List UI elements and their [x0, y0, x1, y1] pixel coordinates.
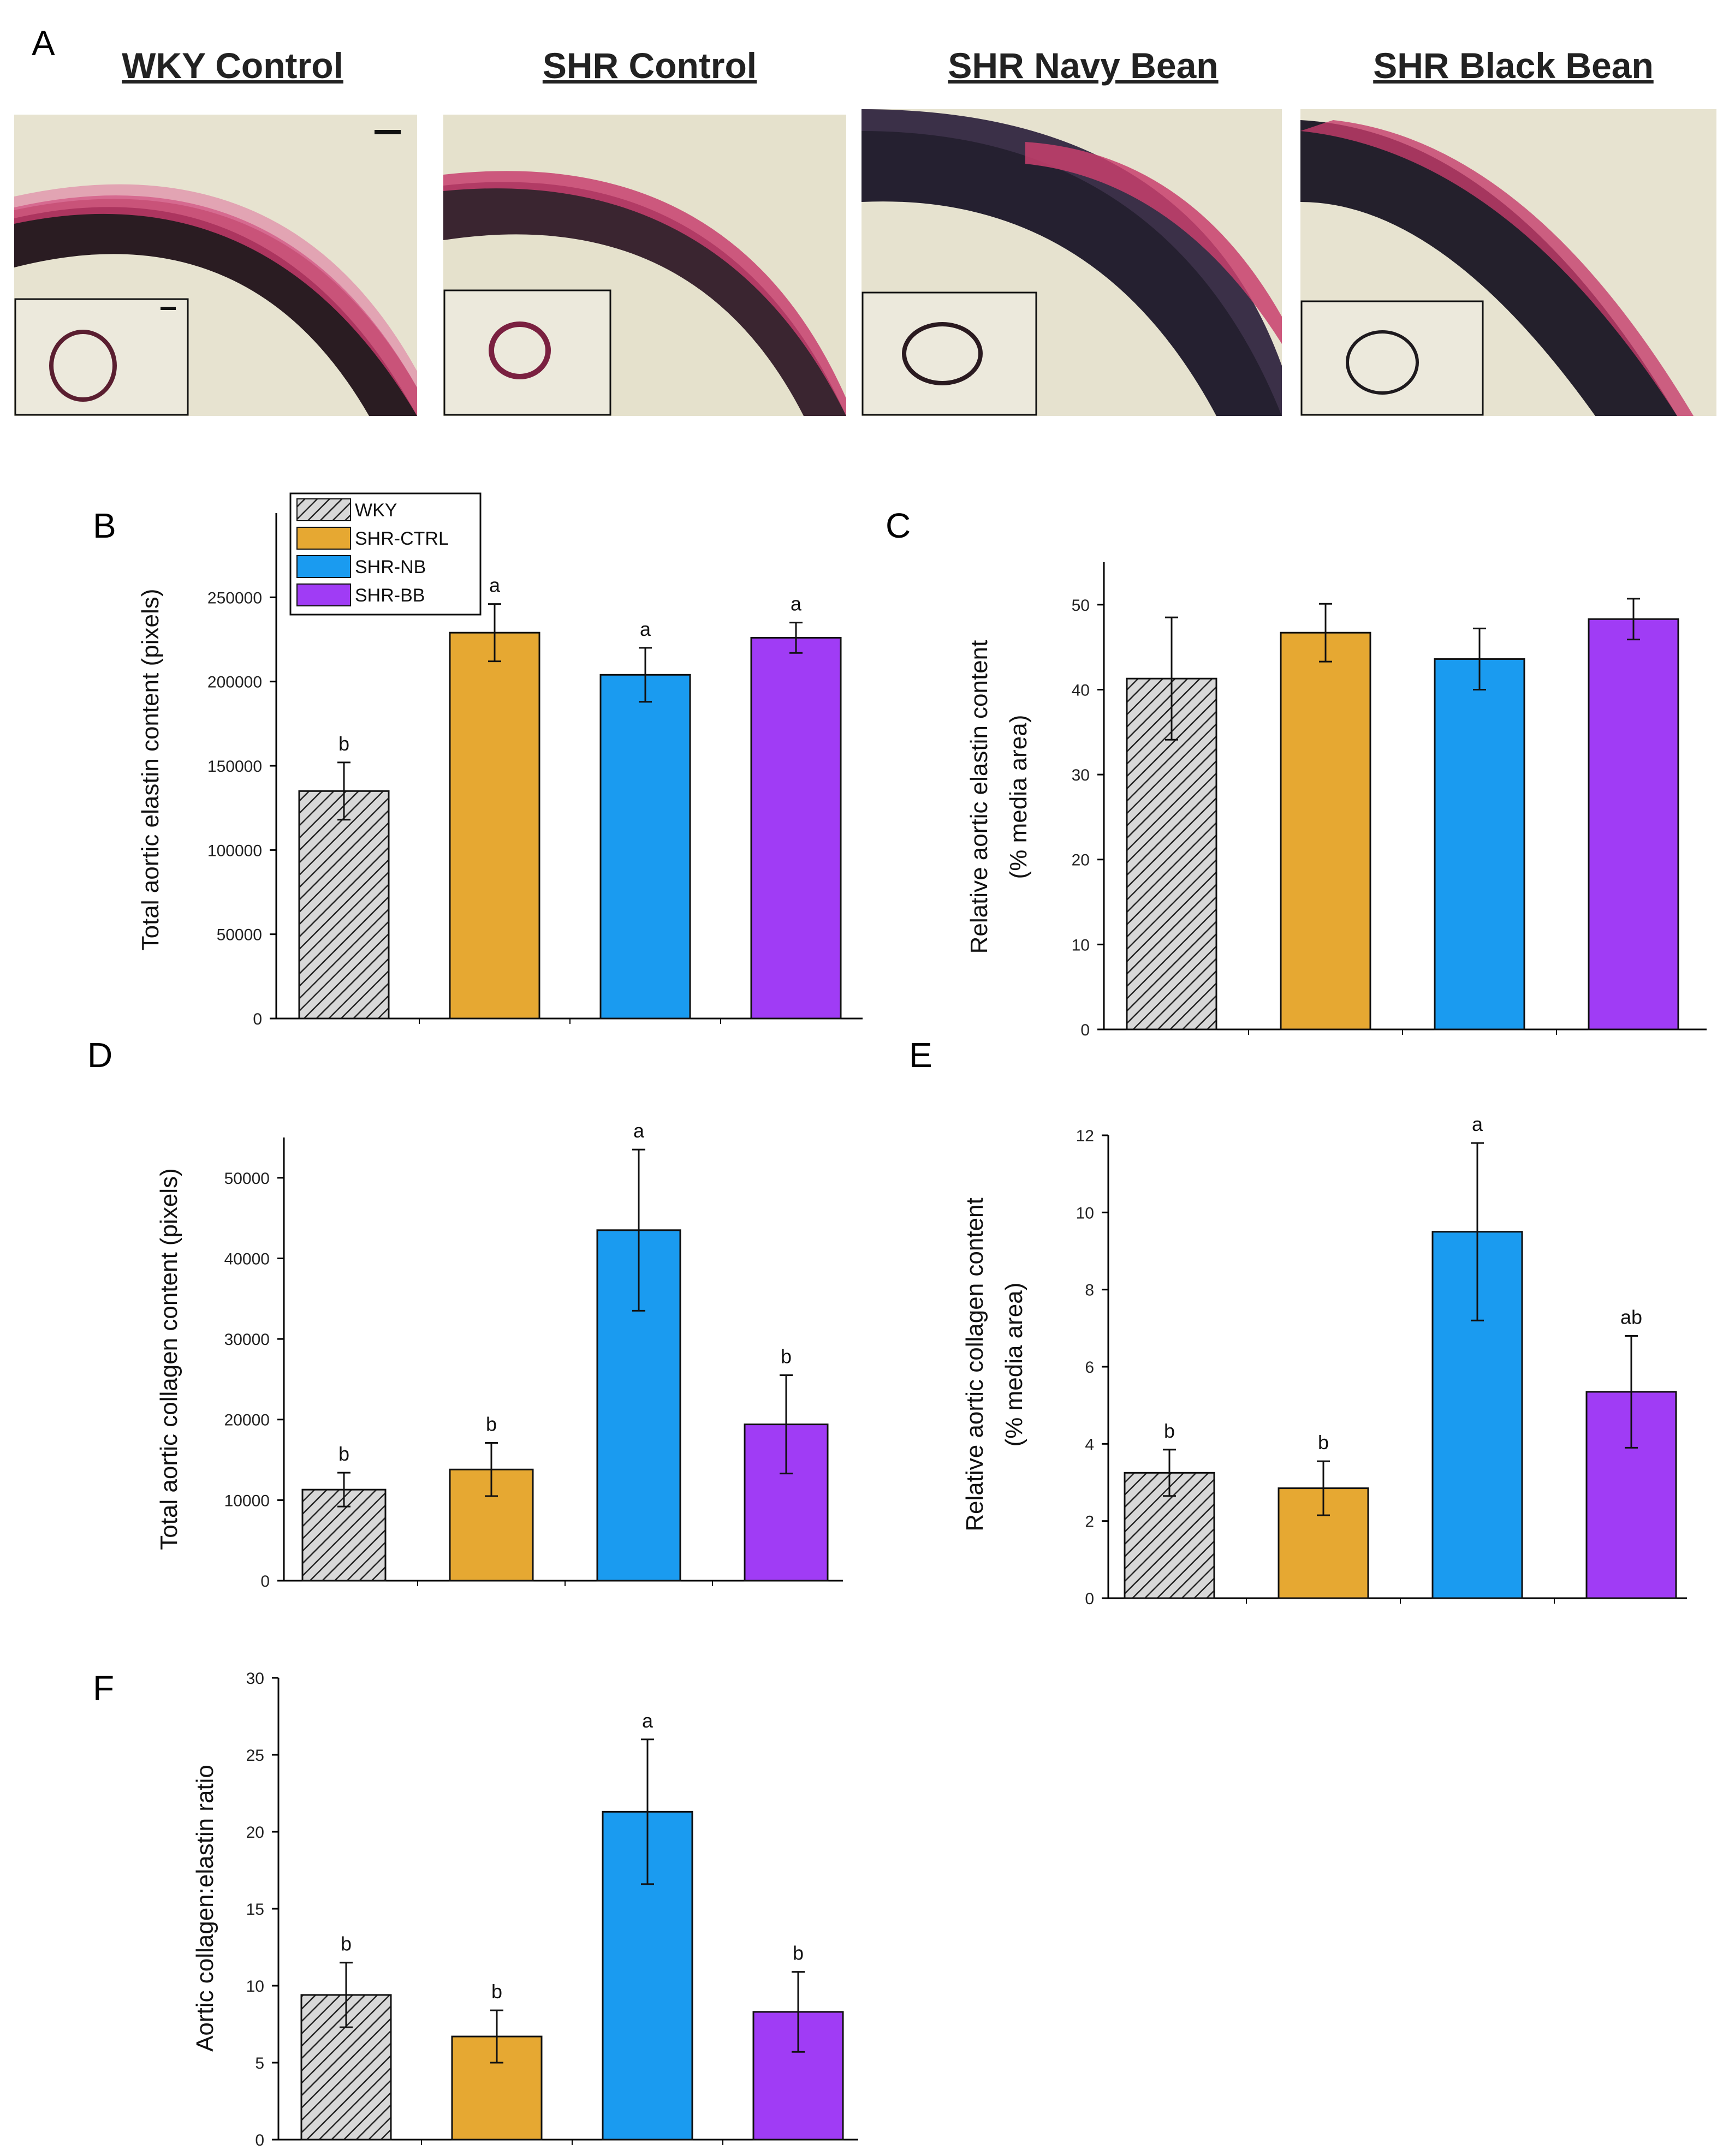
chart-c: C 0 10 20 30 40 50 Relative aortic elastin cont…	[886, 506, 1707, 1039]
y-tick-label: 2	[1085, 1513, 1094, 1531]
bar-shr-ctrl	[449, 632, 540, 1020]
micrograph-shr-control	[443, 115, 846, 416]
y-tick-label: 40000	[224, 1250, 270, 1268]
y-tick-label: 30000	[224, 1331, 270, 1349]
y-tick-label: 15	[246, 1901, 264, 1919]
legend-label: WKY	[355, 500, 397, 521]
y-tick-label: 10	[246, 1978, 264, 1996]
y-tick-label: 50	[1072, 597, 1090, 615]
y-axis-title: Total aortic collagen content (pixels)	[156, 1168, 182, 1550]
significance-label: b	[1318, 1431, 1329, 1454]
y-tick-label: 50000	[224, 1170, 270, 1188]
inset-aorta-ring	[14, 298, 189, 416]
significance-label: a	[633, 1119, 645, 1142]
y-tick-label: 50000	[217, 926, 262, 944]
significance-label: b	[491, 1980, 502, 2003]
bar-shr-bb	[1588, 618, 1679, 1031]
y-axis-title: Relative aortic elastin content	[966, 640, 993, 954]
legend-swatch	[296, 498, 351, 521]
inset-aorta-ring	[861, 291, 1037, 416]
y-tick-label: 30	[246, 1670, 264, 1688]
legend: WKY SHR-CTRL SHR-NB SHR-BB	[289, 492, 482, 616]
panel-letter-b: B	[93, 506, 116, 545]
y-axis-title: Total aortic elastin content (pixels)	[137, 589, 164, 951]
y-tick-label: 150000	[207, 758, 262, 776]
micrograph-shr-black-bean	[1300, 109, 1716, 416]
y-tick-label: 0	[1080, 1021, 1090, 1039]
significance-label: b	[486, 1413, 497, 1436]
inset-aorta-ring	[443, 289, 611, 416]
significance-label: b	[341, 1933, 352, 1955]
y-tick-label: 100000	[207, 842, 262, 860]
y-tick-label: 0	[255, 2131, 264, 2149]
significance-label: b	[338, 1443, 349, 1465]
y-tick-label: 10	[1072, 936, 1090, 954]
significance-label: a	[1472, 1113, 1483, 1135]
significance-label: a	[489, 574, 501, 597]
bar-shr-nb	[1434, 658, 1525, 1031]
photo-title-shr-navy-bean: SHR Navy Bean	[948, 45, 1219, 86]
y-tick-label: 4	[1085, 1436, 1094, 1454]
significance-label: a	[640, 618, 651, 640]
photo-title-wky: WKY Control	[122, 45, 343, 86]
legend-label: SHR-CTRL	[355, 528, 449, 549]
y-tick-label: 20	[1072, 851, 1090, 869]
panel-letter-a: A	[32, 23, 55, 63]
y-axis-title: (% media area)	[1001, 1283, 1027, 1447]
panel-letter-e: E	[909, 1035, 932, 1075]
chart-d: D 0 10000 20000 30000 40000 50000 Total aortic …	[87, 1035, 843, 1591]
y-tick-label: 25	[246, 1747, 264, 1765]
panel-letter-c: C	[886, 506, 911, 545]
y-tick-label: 20	[246, 1824, 264, 1842]
significance-label: b	[781, 1345, 792, 1368]
legend-label: SHR-BB	[355, 585, 425, 606]
significance-label: b	[338, 732, 349, 755]
chart-b: B 0 50000 100000 150000 200000 250000 Total aor…	[93, 492, 863, 1028]
y-tick-label: 12	[1076, 1127, 1094, 1145]
significance-label: b	[1164, 1420, 1175, 1442]
micrograph-shr-navy-bean	[861, 109, 1282, 416]
photo-title-shr-control: SHR Control	[542, 45, 757, 86]
y-axis-title: Aortic collagen:elastin ratio	[192, 1765, 218, 2052]
y-tick-label: 0	[260, 1573, 270, 1591]
y-axis-title: (% media area)	[1005, 715, 1032, 879]
y-tick-label: 20000	[224, 1411, 270, 1430]
bar-shr-ctrl	[451, 2035, 543, 2141]
significance-label: a	[642, 1710, 653, 1732]
y-tick-label: 10	[1076, 1204, 1094, 1222]
y-tick-label: 5	[255, 2054, 264, 2072]
bar-shr-nb	[599, 674, 691, 1020]
y-tick-label: 8	[1085, 1282, 1094, 1300]
y-tick-label: 40	[1072, 681, 1090, 699]
legend-swatch	[296, 555, 351, 578]
chart-f: F 0 5 10 15 20 25 30 Aortic collagen:elastin rat…	[93, 1669, 858, 2149]
y-tick-label: 0	[253, 1010, 262, 1028]
bar-shr-bb	[750, 636, 842, 1020]
panel-letter-f: F	[93, 1669, 114, 1708]
chart-e: E 0 2 4 6 8 10 12 Relative aortic collagen conte…	[909, 1035, 1687, 1608]
y-tick-label: 0	[1085, 1590, 1094, 1608]
significance-label: ab	[1620, 1306, 1642, 1328]
bar-wky	[298, 790, 390, 1020]
significance-label: b	[793, 1942, 804, 1964]
photo-title-shr-black-bean: SHR Black Bean	[1373, 45, 1654, 86]
legend-label: SHR-NB	[355, 557, 426, 577]
y-tick-label: 250000	[207, 589, 262, 607]
y-tick-label: 200000	[207, 674, 262, 692]
y-tick-label: 30	[1072, 766, 1090, 784]
micrograph-wky-control	[14, 115, 417, 416]
significance-label: a	[791, 593, 802, 615]
bar-shr-ctrl	[449, 1468, 534, 1582]
y-axis-title: Relative aortic collagen content	[961, 1198, 988, 1531]
bar-shr-ctrl	[1280, 632, 1371, 1031]
legend-swatch	[296, 583, 351, 606]
y-tick-label: 10000	[224, 1492, 270, 1510]
y-tick-label: 6	[1085, 1359, 1094, 1377]
panel-letter-d: D	[87, 1035, 112, 1075]
inset-aorta-ring	[1300, 300, 1484, 416]
legend-swatch	[296, 527, 351, 550]
